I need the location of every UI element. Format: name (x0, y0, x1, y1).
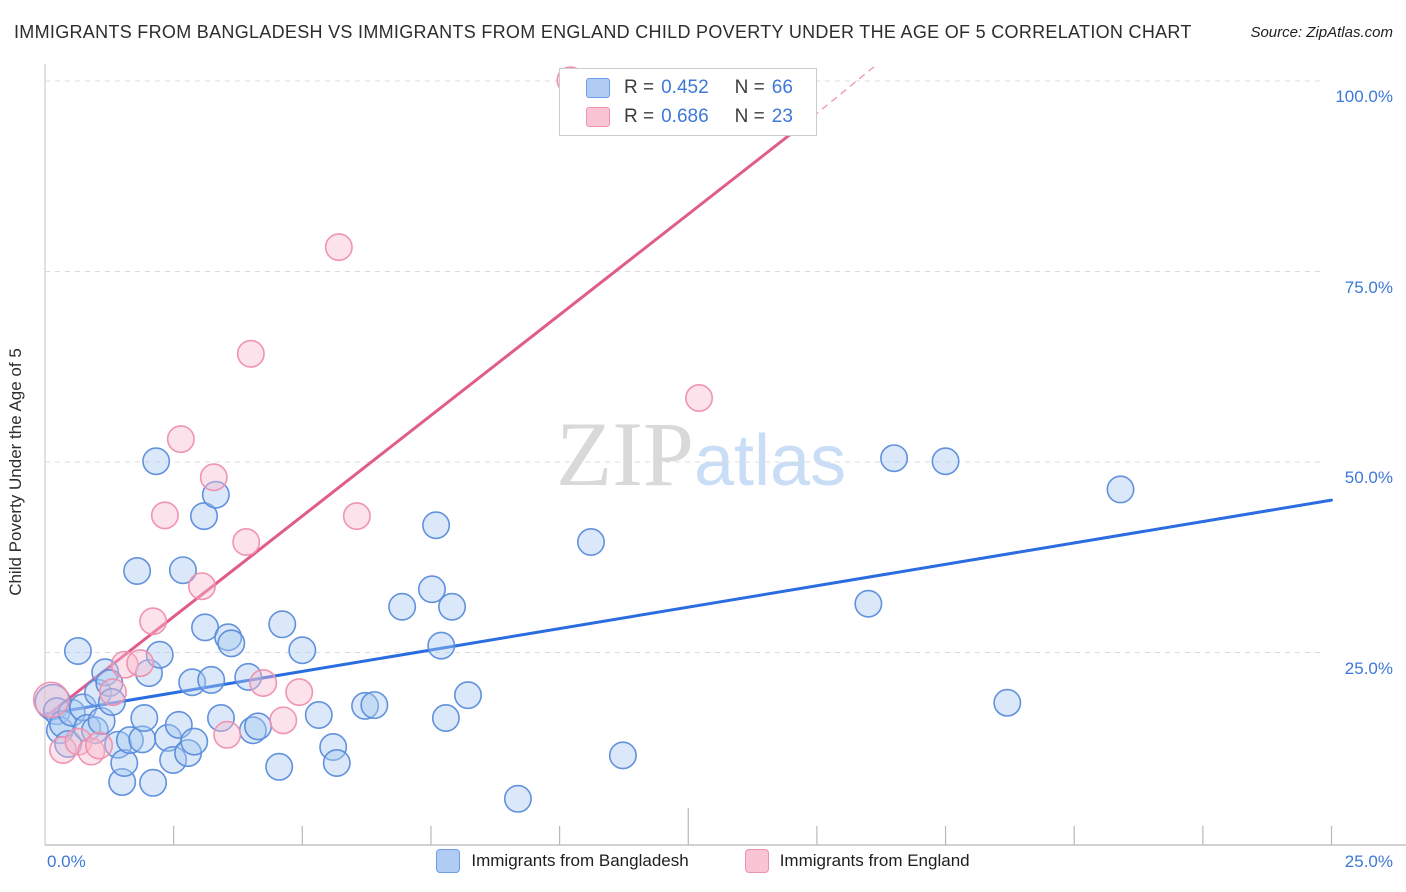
data-point-england[interactable] (166, 425, 195, 454)
data-point-england[interactable] (126, 649, 155, 678)
data-point-england[interactable] (85, 731, 114, 760)
y-tick-label-25: 25.0% (1344, 659, 1393, 678)
data-point-bangladesh[interactable] (454, 681, 483, 710)
data-point-bangladesh[interactable] (206, 704, 235, 733)
data-point-england[interactable] (199, 463, 228, 492)
data-point-bangladesh[interactable] (388, 592, 417, 621)
r-label: R = (624, 76, 655, 98)
watermark-atlas: atlas (694, 421, 847, 501)
zipatlas-watermark: ZIP atlas (556, 408, 846, 500)
x-axis-ticks (173, 808, 1333, 845)
data-point-bangladesh[interactable] (168, 556, 197, 585)
data-point-bangladesh[interactable] (142, 447, 171, 476)
data-point-bangladesh[interactable] (503, 784, 532, 813)
data-point-england[interactable] (187, 572, 216, 601)
data-point-england[interactable] (269, 706, 298, 735)
data-point-bangladesh[interactable] (438, 592, 467, 621)
n-value: 23 (771, 105, 793, 127)
bangladesh-swatch-icon (586, 77, 610, 98)
data-point-bangladesh[interactable] (217, 629, 246, 658)
trend-line-england (43, 63, 878, 719)
trend-line-bangladesh (43, 498, 1333, 716)
data-point-bangladesh[interactable] (268, 610, 297, 639)
watermark-zip: ZIP (556, 403, 694, 505)
data-point-england[interactable] (342, 502, 371, 531)
data-point-bangladesh[interactable] (63, 636, 92, 665)
y-tick-label-75: 75.0% (1344, 278, 1393, 297)
legend-item-label: Immigrants from Bangladesh (471, 851, 689, 870)
data-point-england[interactable] (232, 528, 261, 557)
data-point-bangladesh[interactable] (304, 700, 333, 729)
data-point-bangladesh[interactable] (288, 636, 317, 665)
series-legend: Immigrants from Bangladesh Immigrants fr… (0, 849, 1406, 873)
y-tick-label-100: 100.0% (1335, 87, 1393, 106)
data-point-bangladesh[interactable] (854, 589, 883, 618)
page-title: IMMIGRANTS FROM BANGLADESH VS IMMIGRANTS… (14, 22, 1192, 42)
data-point-bangladesh[interactable] (244, 712, 273, 741)
n-value: 66 (771, 76, 793, 98)
legend-item-england[interactable]: Immigrants from England (744, 849, 970, 873)
data-point-bangladesh[interactable] (360, 691, 389, 720)
data-point-england[interactable] (213, 720, 242, 749)
data-point-bangladesh[interactable] (880, 444, 909, 473)
x-tick-label-25: 25.0% (1344, 852, 1393, 871)
r-label: R = (624, 105, 655, 127)
data-point-bangladesh[interactable] (427, 631, 456, 660)
data-point-bangladesh[interactable] (123, 556, 152, 585)
data-point-bangladesh[interactable] (931, 447, 960, 476)
data-point-england[interactable] (98, 678, 127, 707)
legend-item-bangladesh[interactable]: Immigrants from Bangladesh (436, 849, 689, 873)
r-value: 0.686 (661, 105, 709, 127)
data-point-bangladesh[interactable] (993, 688, 1022, 717)
data-point-bangladesh[interactable] (115, 726, 144, 755)
legend-item-label: Immigrants from England (779, 851, 970, 870)
data-point-bangladesh[interactable] (110, 748, 139, 777)
data-point-bangladesh[interactable] (322, 748, 351, 777)
data-point-bangladesh[interactable] (608, 741, 637, 770)
data-point-bangladesh[interactable] (180, 727, 209, 756)
y-axis-title: Child Poverty Under the Age of 5 (6, 348, 25, 596)
n-label: N = (734, 105, 765, 127)
data-point-bangladesh[interactable] (351, 691, 380, 720)
data-point-bangladesh[interactable] (97, 688, 126, 717)
y-tick-label-50: 50.0% (1344, 468, 1393, 487)
data-point-bangladesh[interactable] (190, 502, 219, 531)
data-point-bangladesh[interactable] (265, 752, 294, 781)
data-point-bangladesh[interactable] (130, 704, 159, 733)
data-point-bangladesh[interactable] (197, 665, 226, 694)
data-point-england[interactable] (49, 736, 78, 765)
n-label: N = (734, 76, 765, 98)
data-point-bangladesh[interactable] (1106, 475, 1135, 504)
data-point-bangladesh[interactable] (191, 613, 220, 642)
england-legend-swatch-icon (744, 849, 769, 873)
data-point-bangladesh[interactable] (576, 528, 605, 557)
stats-row-bangladesh: R = 0.452 N = 66 (586, 75, 806, 100)
data-point-bangladesh[interactable] (159, 745, 188, 774)
bangladesh-legend-swatch-icon (436, 849, 461, 873)
data-point-england[interactable] (150, 501, 179, 530)
correlation-stats-box: R = 0.452 N = 66 R = 0.686 N = 23 (559, 68, 817, 136)
england-swatch-icon (586, 106, 610, 127)
data-point-england[interactable] (139, 607, 168, 636)
data-point-england[interactable] (324, 233, 353, 262)
data-point-england[interactable] (685, 383, 714, 412)
r-value: 0.452 (661, 76, 709, 98)
points-bangladesh (34, 444, 1135, 813)
data-point-england[interactable] (285, 678, 314, 707)
data-point-bangladesh[interactable] (431, 704, 460, 733)
stats-row-england: R = 0.686 N = 23 (586, 104, 806, 129)
data-point-bangladesh[interactable] (234, 662, 263, 691)
data-point-bangladesh[interactable] (422, 511, 451, 540)
data-point-bangladesh[interactable] (139, 768, 168, 797)
source-attribution: Source: ZipAtlas.com (1250, 24, 1393, 41)
data-point-england[interactable] (110, 650, 139, 679)
data-point-england[interactable] (236, 339, 265, 368)
x-tick-label-0: 0.0% (47, 852, 86, 871)
data-point-england[interactable] (32, 681, 70, 719)
gridlines (45, 80, 1322, 653)
data-point-england[interactable] (249, 668, 278, 697)
data-point-bangladesh[interactable] (417, 575, 446, 604)
